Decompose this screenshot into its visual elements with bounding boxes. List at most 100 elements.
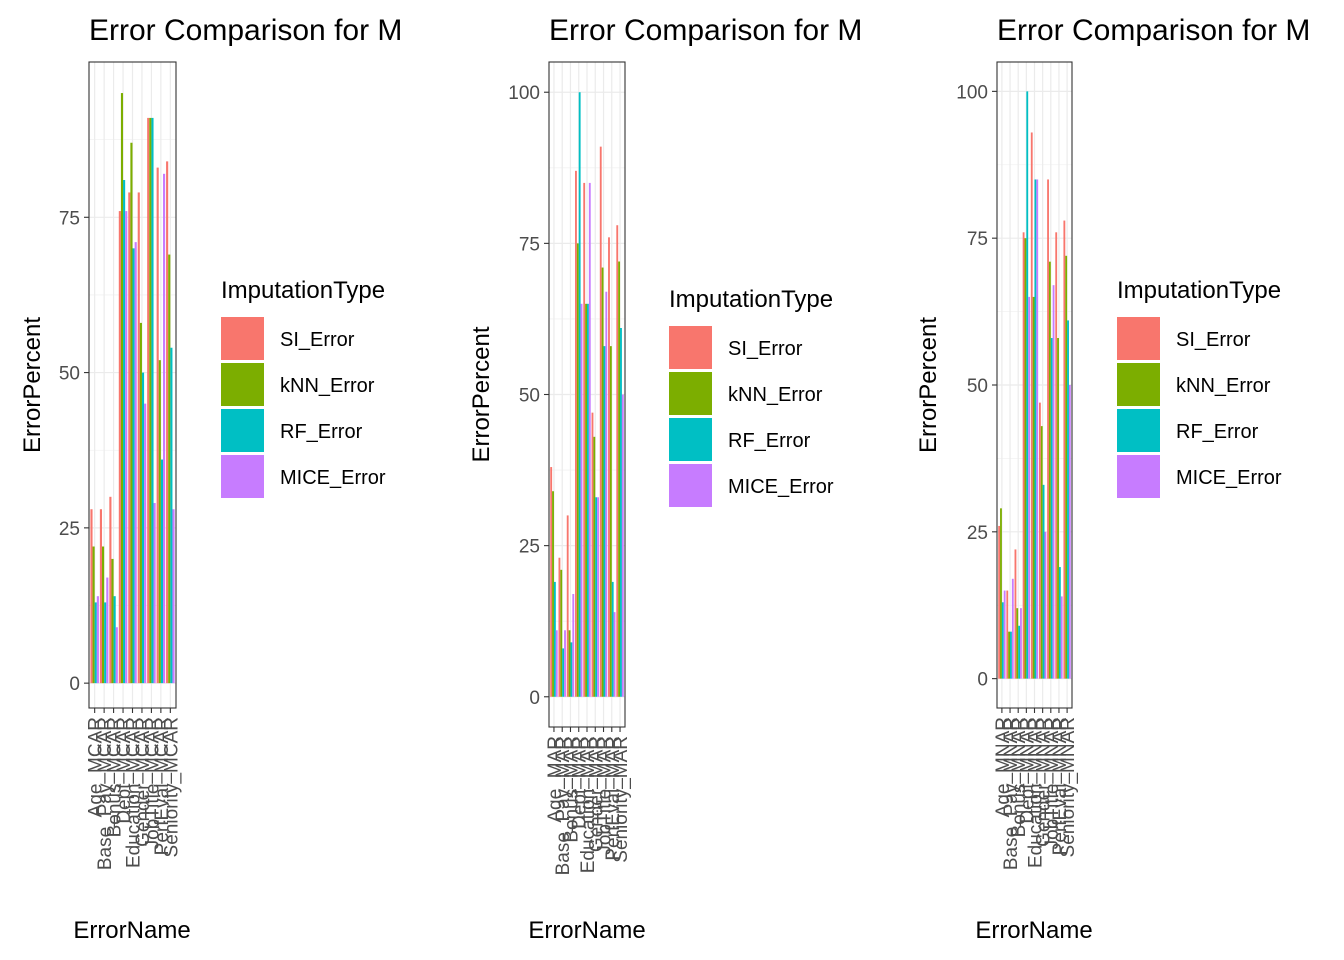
bar-knn-error <box>1040 426 1043 679</box>
bar-mice-error <box>580 303 583 697</box>
legend-key <box>669 326 712 369</box>
y-axis-title: ErrorPercent <box>915 317 942 453</box>
bar-rf-error <box>1001 602 1004 679</box>
bar-mice-error <box>621 394 624 697</box>
bar-knn-error <box>1032 296 1035 679</box>
bar-rf-error <box>160 459 163 684</box>
legend-label: MICE_Error <box>1176 467 1282 489</box>
chart-panel-mcar: 0 25 50 75 Age_MCARBase_Pay_MCARBonus_MCARDe… <box>19 14 402 944</box>
bar-si-error <box>1055 232 1058 679</box>
y-tick-label: 75 <box>519 234 540 255</box>
legend: ImputationType SI_Error kNN_Error RF_Error M… <box>669 286 834 507</box>
y-tick-label: 0 <box>977 670 988 691</box>
y-tick-label: 25 <box>59 519 80 540</box>
legend-label: kNN_Error <box>728 384 823 406</box>
y-tick-label: 100 <box>956 82 988 103</box>
legend-label: kNN_Error <box>1176 375 1271 397</box>
bar-rf-error <box>578 92 581 697</box>
chart-panel-mnar: 0 25 50 75 100 Age_MNARBase_Pay_MNARBonus_MNA… <box>915 14 1310 944</box>
bar-si-error <box>566 515 569 697</box>
x-tick-label: PerfEval_MCAR <box>152 717 173 855</box>
bar-knn-error <box>618 261 621 697</box>
bar-mice-error <box>172 509 175 684</box>
x-tick-label: Education_MAR <box>578 736 599 873</box>
bar-knn-error <box>593 436 596 697</box>
bar-knn-error <box>609 346 612 697</box>
legend-key <box>1117 455 1160 498</box>
x-tick-label: Age_MNAR <box>993 717 1014 817</box>
bar-knn-error <box>120 93 124 684</box>
chart-panel-mar: 0 25 50 75 100 Age_MARBase_Pay_MARBonus_MARDe… <box>468 14 862 944</box>
bar-si-error <box>1014 549 1017 679</box>
x-tick-label: Education_MCAR <box>124 717 145 868</box>
bar-rf-error <box>170 347 173 684</box>
bar-knn-error <box>1057 338 1059 679</box>
legend-key <box>221 409 264 452</box>
bar-si-error <box>583 182 586 697</box>
legend-label: SI_Error <box>728 338 803 360</box>
x-axis-title: ErrorName <box>73 917 190 944</box>
bar-si-error <box>166 161 169 684</box>
x-tick-label: Bonus_MCAR <box>105 717 126 837</box>
legend-key <box>669 372 712 415</box>
x-tick-label: Seniority_MAR <box>611 736 632 863</box>
bar-knn-error <box>576 243 579 697</box>
chart-title: Error Comparison for M <box>89 14 402 47</box>
legend-key <box>669 418 712 461</box>
bar-si-error <box>147 117 150 684</box>
y-axis-title: ErrorPercent <box>468 326 495 462</box>
bar-rf-error <box>141 372 145 684</box>
bar-knn-error <box>102 546 105 684</box>
bar-rf-error <box>94 602 97 684</box>
x-tick-label: Gender_MAR <box>586 736 607 852</box>
legend-key <box>669 464 712 507</box>
bar-mice-error <box>588 182 591 697</box>
chart-title: Error Comparison for M <box>549 14 862 47</box>
bar-mice-error <box>134 242 137 684</box>
bar-knn-error <box>601 267 604 697</box>
x-axis-title: ErrorName <box>975 917 1092 944</box>
y-tick-label: 25 <box>519 537 540 558</box>
x-tick-label: Dept_MAR <box>570 736 591 829</box>
y-tick-label: 100 <box>508 83 540 104</box>
bar-knn-error <box>552 491 554 697</box>
legend-title: ImputationType <box>1117 277 1281 304</box>
bar-si-error <box>99 509 103 684</box>
legend-key <box>221 455 264 498</box>
bar-mice-error <box>115 627 118 684</box>
bar-mice-error <box>96 596 99 684</box>
bar-rf-error <box>1067 320 1069 679</box>
bar-knn-error <box>1048 261 1051 679</box>
bar-mice-error <box>1003 590 1006 679</box>
x-tick-label: Gender_MCAR <box>133 717 154 847</box>
bar-rf-error <box>1050 338 1053 679</box>
legend: ImputationType SI_Error kNN_Error RF_Error M… <box>221 277 386 498</box>
bar-mice-error <box>564 630 566 697</box>
bar-mice-error <box>613 612 616 697</box>
bar-rf-error <box>603 346 606 697</box>
bar-rf-error <box>562 648 565 697</box>
x-tick-label: Gender_MNAR <box>1034 717 1055 847</box>
bar-si-error <box>1047 179 1049 679</box>
bar-mice-error <box>555 630 558 697</box>
legend-label: SI_Error <box>1176 329 1251 351</box>
bar-knn-error <box>1065 255 1068 679</box>
bar-si-error <box>608 237 610 697</box>
x-tick-label: Age_MCAR <box>86 717 107 817</box>
bar-rf-error <box>151 117 154 684</box>
bar-knn-error <box>111 558 114 684</box>
bar-rf-error <box>587 303 589 697</box>
x-tick-label: JobTitle_MCAR <box>142 717 163 849</box>
x-tick-label: Base_Pay_MCAR <box>95 717 116 870</box>
y-tick-label: 0 <box>529 688 540 709</box>
x-tick-label: Age_MAR <box>545 736 566 823</box>
bar-rf-error <box>1018 625 1021 679</box>
legend-key <box>1117 409 1160 452</box>
bar-rf-error <box>104 602 107 684</box>
bar-rf-error <box>1034 179 1037 679</box>
bar-si-error <box>128 192 131 684</box>
bar-mice-error <box>597 497 599 697</box>
bar-si-error <box>118 211 121 684</box>
bar-knn-error <box>1000 508 1002 679</box>
